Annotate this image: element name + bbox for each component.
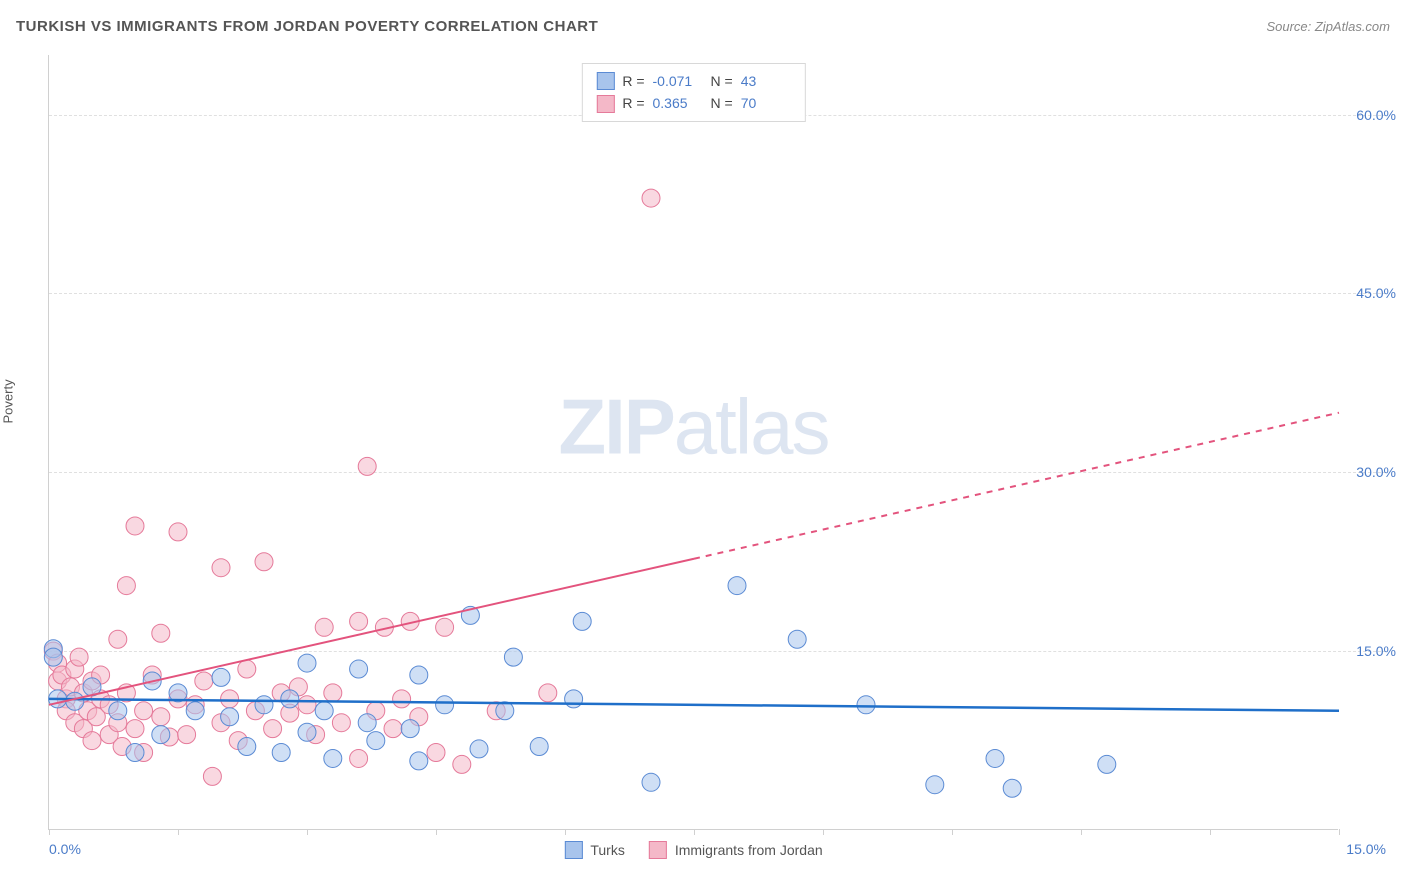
trend-line	[49, 699, 1339, 711]
legend-row-series-2: R = 0.365 N = 70	[596, 92, 790, 114]
data-point	[44, 648, 62, 666]
swatch-series-1	[564, 841, 582, 859]
data-point	[70, 648, 88, 666]
data-point	[384, 720, 402, 738]
y-tick-label: 60.0%	[1344, 107, 1396, 123]
data-point	[255, 696, 273, 714]
data-point	[857, 696, 875, 714]
data-point	[926, 776, 944, 794]
data-point	[152, 726, 170, 744]
data-point	[401, 720, 419, 738]
data-point	[453, 755, 471, 773]
data-point	[573, 612, 591, 630]
data-point	[530, 738, 548, 756]
data-point	[255, 553, 273, 571]
data-point	[324, 749, 342, 767]
data-point	[109, 702, 127, 720]
trend-line	[49, 559, 694, 705]
data-point	[152, 624, 170, 642]
source-attribution: Source: ZipAtlas.com	[1266, 19, 1390, 34]
y-axis-label: Poverty	[1, 379, 16, 423]
data-point	[315, 702, 333, 720]
swatch-series-1	[596, 72, 614, 90]
data-point	[642, 189, 660, 207]
data-point	[728, 577, 746, 595]
data-point	[109, 630, 127, 648]
data-point	[350, 660, 368, 678]
series-legend: Turks Immigrants from Jordan	[564, 841, 822, 859]
data-point	[358, 714, 376, 732]
data-point	[203, 767, 221, 785]
data-point	[298, 696, 316, 714]
data-point	[126, 720, 144, 738]
data-point	[324, 684, 342, 702]
x-tick-max: 15.0%	[1346, 841, 1386, 857]
data-point	[83, 732, 101, 750]
data-point	[221, 708, 239, 726]
data-point	[281, 690, 299, 708]
data-point	[152, 708, 170, 726]
data-point	[427, 744, 445, 762]
data-point	[350, 612, 368, 630]
data-point	[126, 517, 144, 535]
x-tick	[1339, 829, 1340, 835]
correlation-legend: R = -0.071 N = 43 R = 0.365 N = 70	[581, 63, 805, 122]
data-point	[135, 702, 153, 720]
y-tick-label: 15.0%	[1344, 643, 1396, 659]
data-point	[169, 523, 187, 541]
data-point	[504, 648, 522, 666]
data-point	[367, 732, 385, 750]
data-point	[298, 723, 316, 741]
data-point	[186, 702, 204, 720]
data-point	[350, 749, 368, 767]
swatch-series-2	[596, 95, 614, 113]
data-point	[195, 672, 213, 690]
data-point	[470, 740, 488, 758]
data-point	[358, 457, 376, 475]
chart-title: TURKISH VS IMMIGRANTS FROM JORDAN POVERT…	[16, 18, 598, 35]
data-point	[496, 702, 514, 720]
data-point	[212, 668, 230, 686]
data-point	[126, 744, 144, 762]
swatch-series-2	[649, 841, 667, 859]
x-tick-min: 0.0%	[49, 841, 81, 857]
data-point	[393, 690, 411, 708]
legend-row-series-1: R = -0.071 N = 43	[596, 70, 790, 92]
data-point	[212, 559, 230, 577]
data-point	[238, 738, 256, 756]
trend-line-extrapolated	[694, 413, 1339, 559]
data-point	[436, 696, 454, 714]
data-point	[238, 660, 256, 678]
data-point	[539, 684, 557, 702]
data-point	[1003, 779, 1021, 797]
data-point	[986, 749, 1004, 767]
data-point	[788, 630, 806, 648]
legend-item-series-2: Immigrants from Jordan	[649, 841, 823, 859]
data-point	[1098, 755, 1116, 773]
legend-item-series-1: Turks	[564, 841, 624, 859]
y-tick-label: 45.0%	[1344, 285, 1396, 301]
chart-plot-area: ZIPatlas 15.0%30.0%45.0%60.0% 0.0% 15.0%…	[48, 55, 1338, 830]
y-tick-label: 30.0%	[1344, 464, 1396, 480]
data-point	[264, 720, 282, 738]
data-point	[272, 744, 290, 762]
data-point	[315, 618, 333, 636]
data-point	[642, 773, 660, 791]
data-point	[410, 752, 428, 770]
data-point	[436, 618, 454, 636]
scatter-svg	[49, 55, 1339, 830]
data-point	[178, 726, 196, 744]
data-point	[565, 690, 583, 708]
data-point	[332, 714, 350, 732]
data-point	[410, 666, 428, 684]
data-point	[221, 690, 239, 708]
data-point	[298, 654, 316, 672]
data-point	[117, 577, 135, 595]
